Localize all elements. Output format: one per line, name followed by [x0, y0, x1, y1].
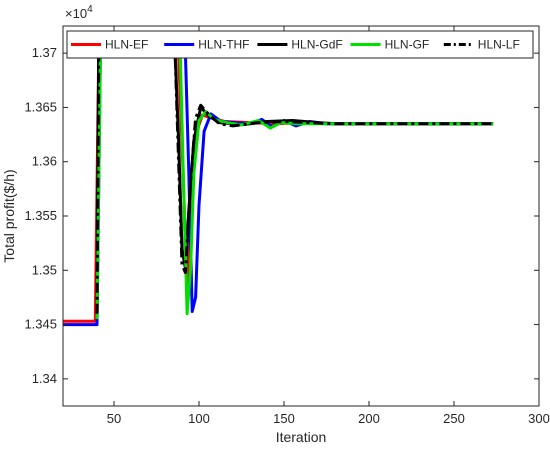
x-tick-label: 100	[188, 411, 210, 426]
x-tick-label: 200	[358, 411, 380, 426]
y-axis-multiplier: ×104	[65, 4, 93, 21]
legend-label: HLN-EF	[105, 38, 148, 52]
legend: HLN-EF HLN-THF HLN-GdF HLN-GF HLN-LF	[66, 30, 534, 59]
series-layer	[63, 51, 494, 327]
x-tick-label: 300	[528, 411, 550, 426]
legend-label: HLN-THF	[198, 38, 249, 52]
y-tick-label: 1.34	[32, 371, 57, 386]
y-tick-label: 1.345	[24, 317, 57, 332]
series-line-3	[95, 53, 494, 320]
series-line-1	[63, 51, 494, 327]
plot-area	[63, 26, 539, 406]
y-tick-label: 1.37	[32, 45, 57, 60]
x-tick-label: 50	[107, 411, 121, 426]
series-line-4	[95, 54, 494, 314]
legend-label: HLN-GdF	[291, 38, 342, 52]
y-tick-label: 1.365	[24, 99, 57, 114]
x-tick-label: 150	[273, 411, 295, 426]
legend-label: HLN-GF	[385, 38, 430, 52]
y-tick-label: 1.355	[24, 208, 57, 223]
x-tick-label: 250	[443, 411, 465, 426]
y-axis-label: Total profit($/h)	[1, 169, 17, 262]
legend-label: HLN-LF	[478, 38, 520, 52]
y-tick-label: 1.35	[32, 262, 57, 277]
y-tick-label: 1.36	[32, 154, 57, 169]
x-axis-label: Iteration	[276, 429, 327, 445]
axes-layer: 50 100 150 200 250 300 1.34 1.345 1.35 1.355 1.36 1…	[24, 4, 549, 426]
